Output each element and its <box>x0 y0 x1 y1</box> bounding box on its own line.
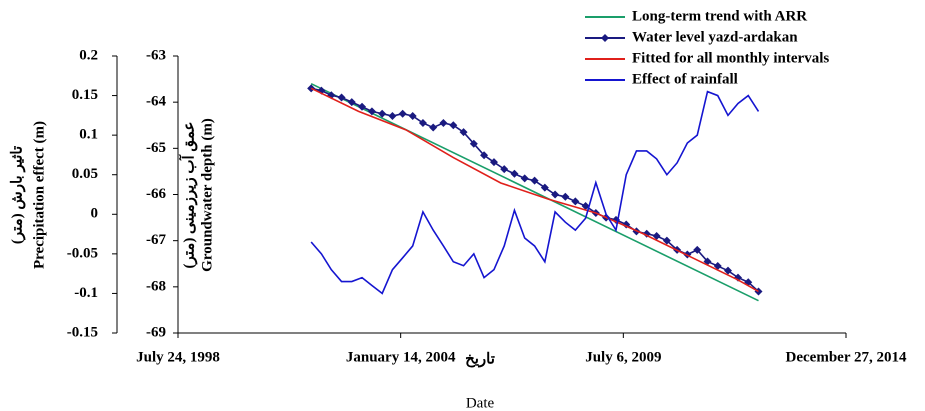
data-point <box>520 174 529 183</box>
data-point <box>489 158 498 167</box>
legend-label: Effect of rainfall <box>632 71 738 87</box>
data-point <box>480 151 489 160</box>
data-point <box>408 112 417 121</box>
series-line <box>310 82 759 302</box>
data-point <box>429 123 438 132</box>
x-tick-label: December 27, 2014 <box>786 349 907 365</box>
data-point <box>693 245 702 254</box>
data-point <box>540 183 549 192</box>
legend-label: Long-term trend with ARR <box>632 8 807 24</box>
legend-label: Fitted for all monthly intervals <box>632 50 829 66</box>
y2-tick-label: -66 <box>146 186 166 202</box>
x-axis-label: تاریخ <box>465 351 495 367</box>
y2-tick-label: -67 <box>146 232 166 248</box>
data-point <box>418 118 427 127</box>
data-point <box>652 232 661 241</box>
legend-marker <box>601 34 609 42</box>
y-tick-label: 0.1 <box>79 127 98 143</box>
data-point <box>337 93 346 102</box>
data-point <box>510 169 519 178</box>
y-tick-label: -0.1 <box>74 285 98 301</box>
x-tick-label: January 14, 2004 <box>346 349 456 365</box>
y-axis-label: تاثیر بارش (متر) <box>9 146 25 244</box>
data-point <box>530 176 539 185</box>
y2-tick-label: -65 <box>146 140 166 156</box>
series-line <box>310 90 760 295</box>
series-line <box>310 87 759 293</box>
data-point <box>500 165 509 174</box>
y-tick-label: -0.15 <box>67 324 98 340</box>
data-point <box>561 192 570 201</box>
data-point <box>571 197 580 206</box>
data-point <box>367 107 376 116</box>
data-point <box>469 139 478 148</box>
y2-tick-label: -64 <box>146 94 166 110</box>
data-point <box>459 128 468 137</box>
data-point <box>358 102 367 111</box>
data-point <box>378 109 387 118</box>
y2-tick-label: -68 <box>146 278 166 294</box>
y-tick-label: 0 <box>91 206 99 222</box>
data-point <box>439 118 448 127</box>
data-point <box>388 112 397 121</box>
y2-axis-label: Groundwater depth (m) <box>199 118 215 272</box>
data-point <box>347 98 356 107</box>
y-tick-label: -0.05 <box>67 245 98 261</box>
y-tick-label: 0.2 <box>79 47 98 63</box>
y-tick-label: 0.05 <box>72 166 98 182</box>
x-tick-label: July 24, 1998 <box>136 349 220 365</box>
data-point <box>398 109 407 118</box>
legend-label: Water level yazd-ardakan <box>632 29 798 45</box>
x-tick-label: July 6, 2009 <box>585 349 661 365</box>
x-axis-label: Date <box>466 395 495 411</box>
data-point <box>449 121 458 130</box>
data-point <box>551 190 560 199</box>
data-point <box>723 266 732 275</box>
y2-axis-label: عمق آب زیرزمینی (متر) <box>178 121 197 268</box>
y2-tick-label: -69 <box>146 324 166 340</box>
data-point <box>581 202 590 211</box>
data-point <box>713 262 722 271</box>
data-point <box>662 236 671 245</box>
y2-tick-label: -63 <box>146 47 166 63</box>
y-axis-label: Precipitation effect (m) <box>31 121 47 269</box>
y-tick-label: 0.15 <box>72 87 98 103</box>
